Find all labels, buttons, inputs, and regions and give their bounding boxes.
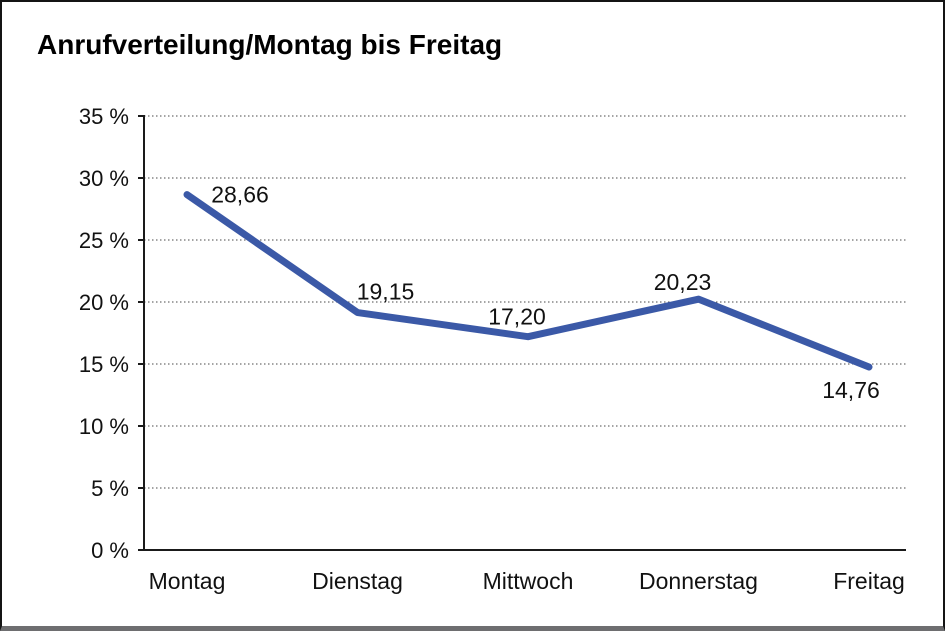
chart-title: Anrufverteilung/Montag bis Freitag [37,29,503,60]
x-category-label: Donnerstag [639,568,758,594]
y-tick-label: 25 % [79,228,129,253]
data-point-label: 17,20 [488,304,546,330]
y-tick-label: 15 % [79,352,129,377]
data-point-label: 14,76 [822,377,880,403]
y-tick-label: 5 % [91,476,129,501]
data-point-label: 20,23 [654,269,712,295]
x-category-label: Mittwoch [483,568,574,594]
x-category-label: Freitag [833,568,905,594]
data-point-label: 19,15 [357,279,415,305]
y-tick-label: 35 % [79,104,129,129]
y-tick-label: 20 % [79,290,129,315]
data-series-line [183,191,873,371]
x-category-label: Montag [149,568,226,594]
data-point-label: 28,66 [211,182,269,208]
y-tick-label: 30 % [79,166,129,191]
y-tick-label: 10 % [79,414,129,439]
y-tick-label: 0 % [91,538,129,563]
x-category-label: Dienstag [312,568,403,594]
